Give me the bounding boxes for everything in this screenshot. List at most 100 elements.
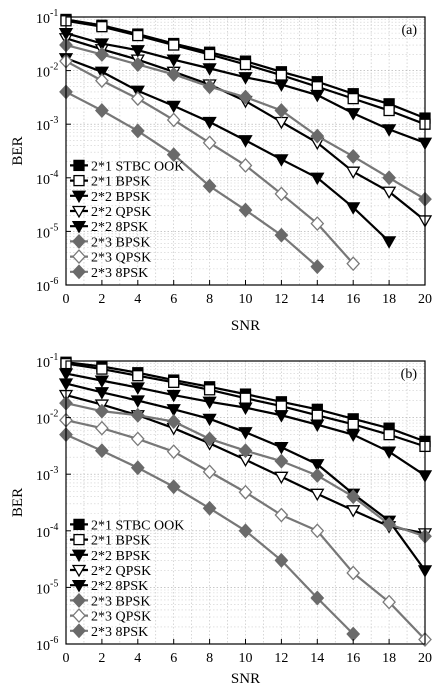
legend-label: 2*3 QPSK	[91, 610, 151, 625]
series-line	[65, 90, 319, 268]
x-tick-label: 16	[346, 292, 360, 307]
x-tick-label: 18	[382, 651, 396, 666]
y-axis-label: BER	[10, 136, 26, 165]
data-point	[130, 91, 145, 107]
data-point	[238, 135, 253, 148]
y-tick-base: 10	[36, 280, 50, 295]
data-point	[346, 429, 361, 442]
legend-label: 2*2 8PSK	[91, 579, 148, 594]
axis-ticks: 0 2 4 6 8 10 12 14 16 18 2010-110-210-310-410-510-…	[36, 352, 432, 666]
data-point	[95, 403, 109, 419]
y-tick-exponent: -5	[50, 222, 58, 233]
y-tick-label: 10-4	[36, 522, 58, 541]
legend-label: 2*1 STBC OOK	[91, 518, 184, 533]
panel-label: (a)	[401, 23, 417, 38]
chart-panel-a: 0 2 4 6 8 10 12 14 16 18 2010-110-210-310-410-510-…	[10, 8, 433, 334]
data-point	[239, 392, 252, 404]
data-point	[130, 123, 145, 139]
data-point	[310, 468, 325, 483]
data-point	[275, 69, 288, 81]
y-tick-base: 10	[36, 582, 50, 597]
y-tick-base: 10	[36, 639, 50, 654]
x-axis-label: SNR	[231, 318, 260, 334]
data-point	[166, 389, 181, 403]
legend-marker	[73, 174, 85, 187]
y-tick-base: 10	[36, 469, 50, 484]
data-point	[132, 29, 144, 42]
y-tick-exponent: -1	[50, 8, 58, 19]
data-point	[274, 410, 289, 423]
data-point	[274, 186, 289, 202]
x-tick-label: 14	[310, 292, 324, 307]
x-tick-label: 2	[98, 651, 105, 666]
y-tick-exponent: -1	[50, 352, 58, 363]
legend-label: 2*3 QPSK	[91, 251, 151, 266]
legend-label: 2*1 STBC OOK	[91, 159, 184, 174]
data-point	[238, 202, 253, 218]
legend-marker	[72, 592, 86, 608]
data-point	[381, 446, 397, 459]
data-point	[203, 384, 216, 396]
data-point	[274, 79, 289, 92]
data-point	[310, 128, 325, 144]
y-tick-label: 10-4	[36, 169, 58, 188]
data-point	[274, 442, 289, 455]
legend-marker	[72, 623, 86, 639]
y-tick-base: 10	[36, 66, 50, 81]
data-point	[310, 259, 325, 275]
legend-marker	[71, 580, 87, 593]
data-point	[238, 157, 253, 173]
legend-marker	[71, 549, 87, 563]
legend-marker	[73, 518, 85, 531]
data-point	[202, 79, 217, 95]
y-tick-exponent: -3	[50, 465, 58, 476]
data-point	[274, 507, 289, 523]
data-point	[202, 396, 217, 410]
data-point	[166, 414, 181, 430]
y-tick-base: 10	[36, 413, 50, 428]
grid-lines	[66, 361, 425, 644]
x-tick-label: 12	[274, 651, 288, 666]
series-group	[58, 356, 433, 647]
axis-ticks: 0 2 4 6 8 10 12 14 16 18 2010-110-210-310-410-510-…	[36, 8, 432, 307]
y-tick-exponent: -4	[50, 522, 58, 533]
x-tick-label: 8	[206, 651, 213, 666]
data-point	[166, 112, 181, 128]
legend-label: 2*2 8PSK	[91, 220, 148, 235]
chart-panel-b: 0 2 4 6 8 10 12 14 16 18 2010-110-210-310-410-510-…	[10, 352, 433, 687]
data-point	[239, 58, 252, 71]
data-point	[202, 135, 217, 151]
data-point	[202, 413, 217, 427]
data-point	[202, 178, 217, 194]
legend-label: 2*2 QPSK	[91, 205, 151, 220]
data-point	[202, 116, 217, 130]
data-point	[382, 170, 396, 186]
data-point	[95, 443, 109, 459]
y-tick-exponent: -4	[50, 169, 58, 180]
data-point	[166, 66, 181, 82]
data-point	[95, 47, 109, 62]
data-point	[130, 57, 145, 72]
legend-label: 2*2 QPSK	[91, 564, 151, 579]
data-point	[166, 54, 181, 67]
data-point	[274, 471, 289, 485]
legend-marker	[72, 233, 86, 249]
data-point	[130, 395, 145, 408]
panel-label: (b)	[401, 367, 418, 382]
data-point	[238, 427, 253, 440]
data-point	[382, 516, 396, 532]
data-point	[347, 92, 359, 105]
data-point	[381, 124, 397, 137]
data-point	[202, 431, 217, 447]
y-tick-label: 10-2	[36, 62, 58, 81]
legend-label: 2*1 BPSK	[91, 534, 151, 549]
y-tick-label: 10-3	[36, 465, 58, 484]
data-point	[95, 73, 109, 89]
y-axis-label: BER	[10, 488, 26, 517]
data-point	[202, 500, 217, 516]
series-line	[65, 57, 390, 243]
data-point	[130, 460, 145, 476]
